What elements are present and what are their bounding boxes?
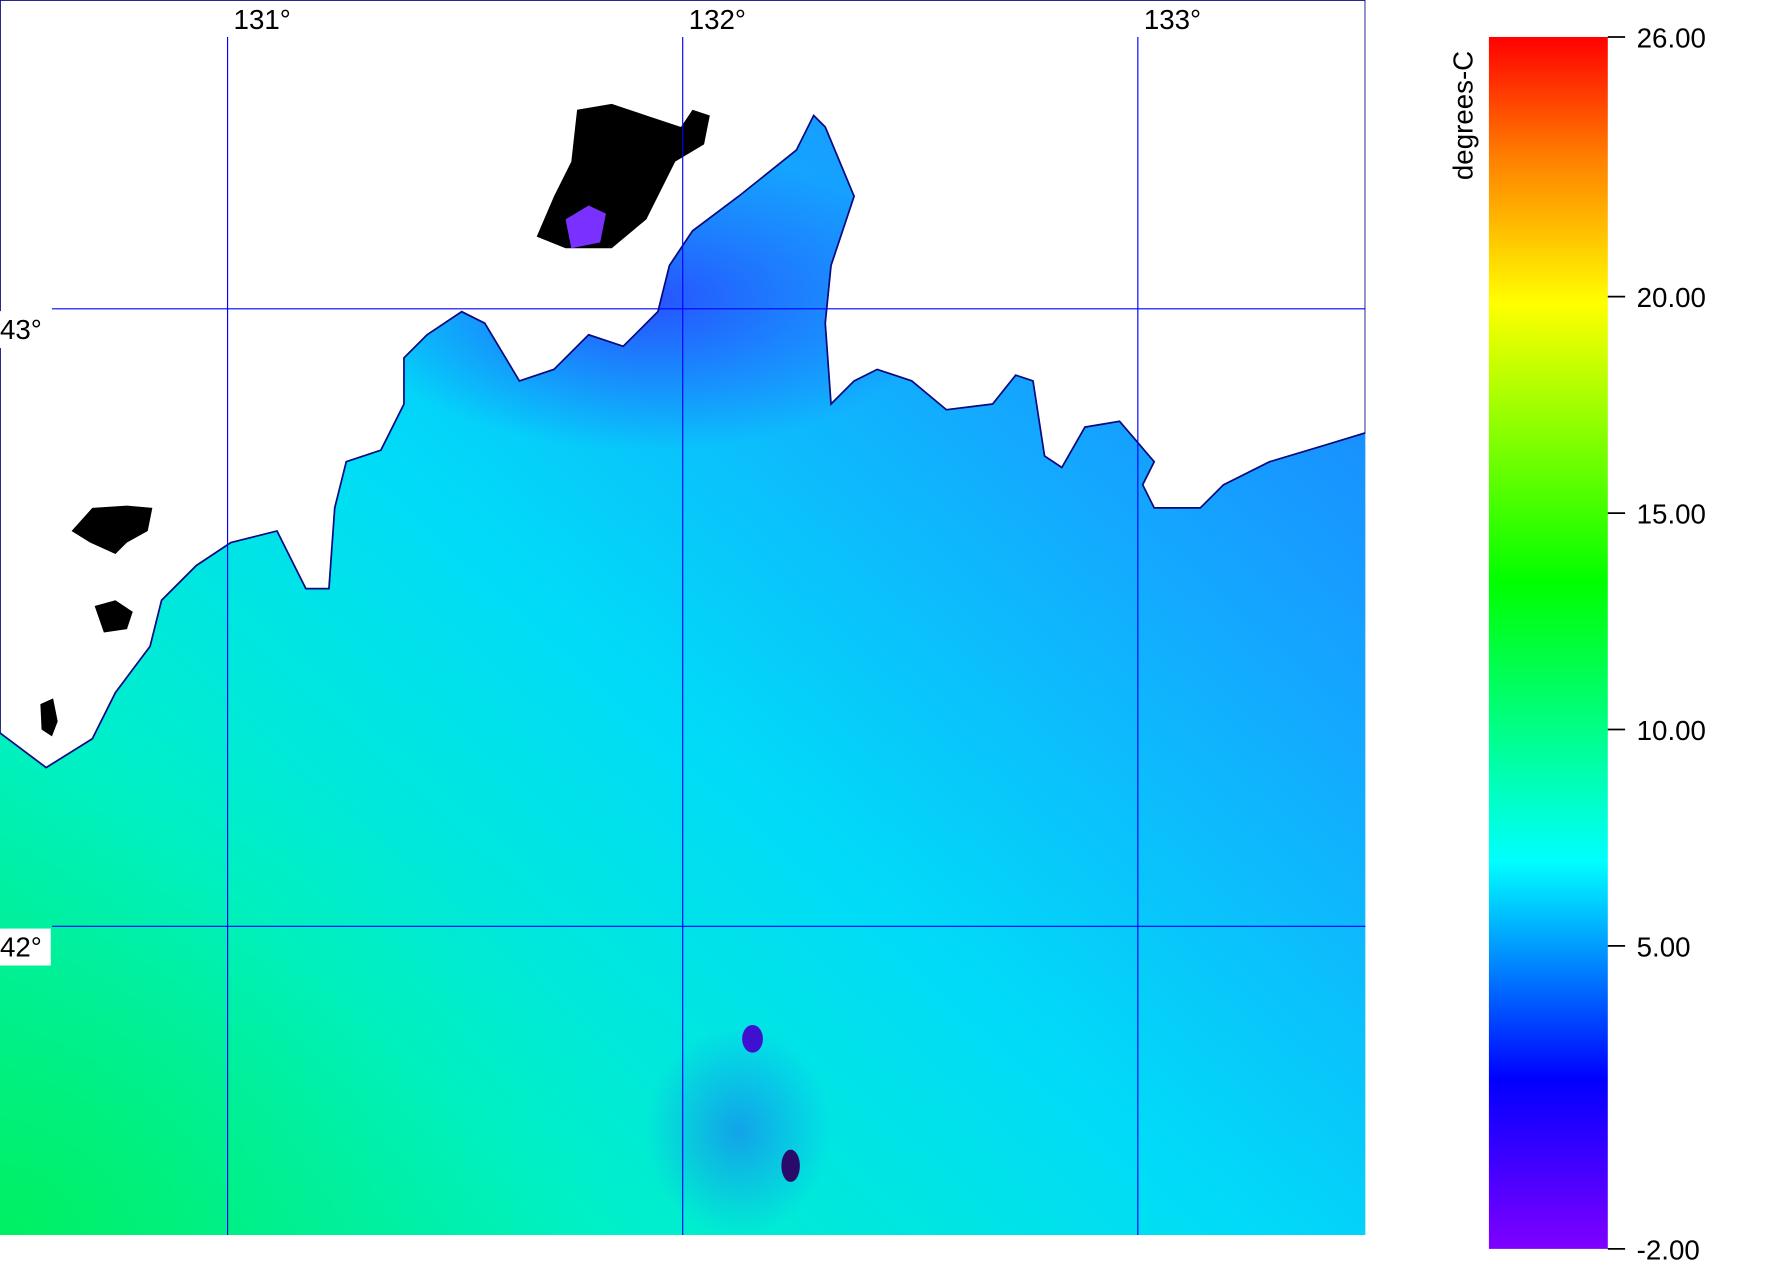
lat-label: 43° [0, 314, 42, 345]
lon-label: 133° [1144, 4, 1201, 35]
lake [71, 505, 153, 555]
colorbar-tick-label: 10.00 [1637, 715, 1706, 746]
lat-label-bg [0, 928, 51, 966]
colorbar-tick-label: 20.00 [1637, 282, 1706, 313]
warm-water [0, 646, 693, 1236]
cold-spot [742, 1024, 763, 1053]
colorbar [1488, 36, 1608, 1249]
land [0, 0, 1366, 769]
colorbar-tick-label: 15.00 [1637, 498, 1706, 529]
cold-water [646, 1027, 831, 1235]
colorbar-title: degrees-C [1448, 51, 1479, 180]
graticule [51, 36, 1366, 1236]
lon-label: 131° [234, 4, 291, 35]
lon-label: 132° [689, 4, 746, 35]
colorbar-tick-label: 5.00 [1637, 931, 1691, 962]
colorbar-tick-label: 26.00 [1637, 22, 1706, 53]
lake [40, 698, 58, 737]
lat-label-bg [0, 311, 51, 349]
lat-label: 42° [0, 931, 42, 962]
cold-spot [781, 1149, 800, 1182]
lake-shallows [565, 205, 606, 249]
colorbar-tick-label: -2.00 [1637, 1234, 1700, 1265]
lake [94, 600, 133, 633]
